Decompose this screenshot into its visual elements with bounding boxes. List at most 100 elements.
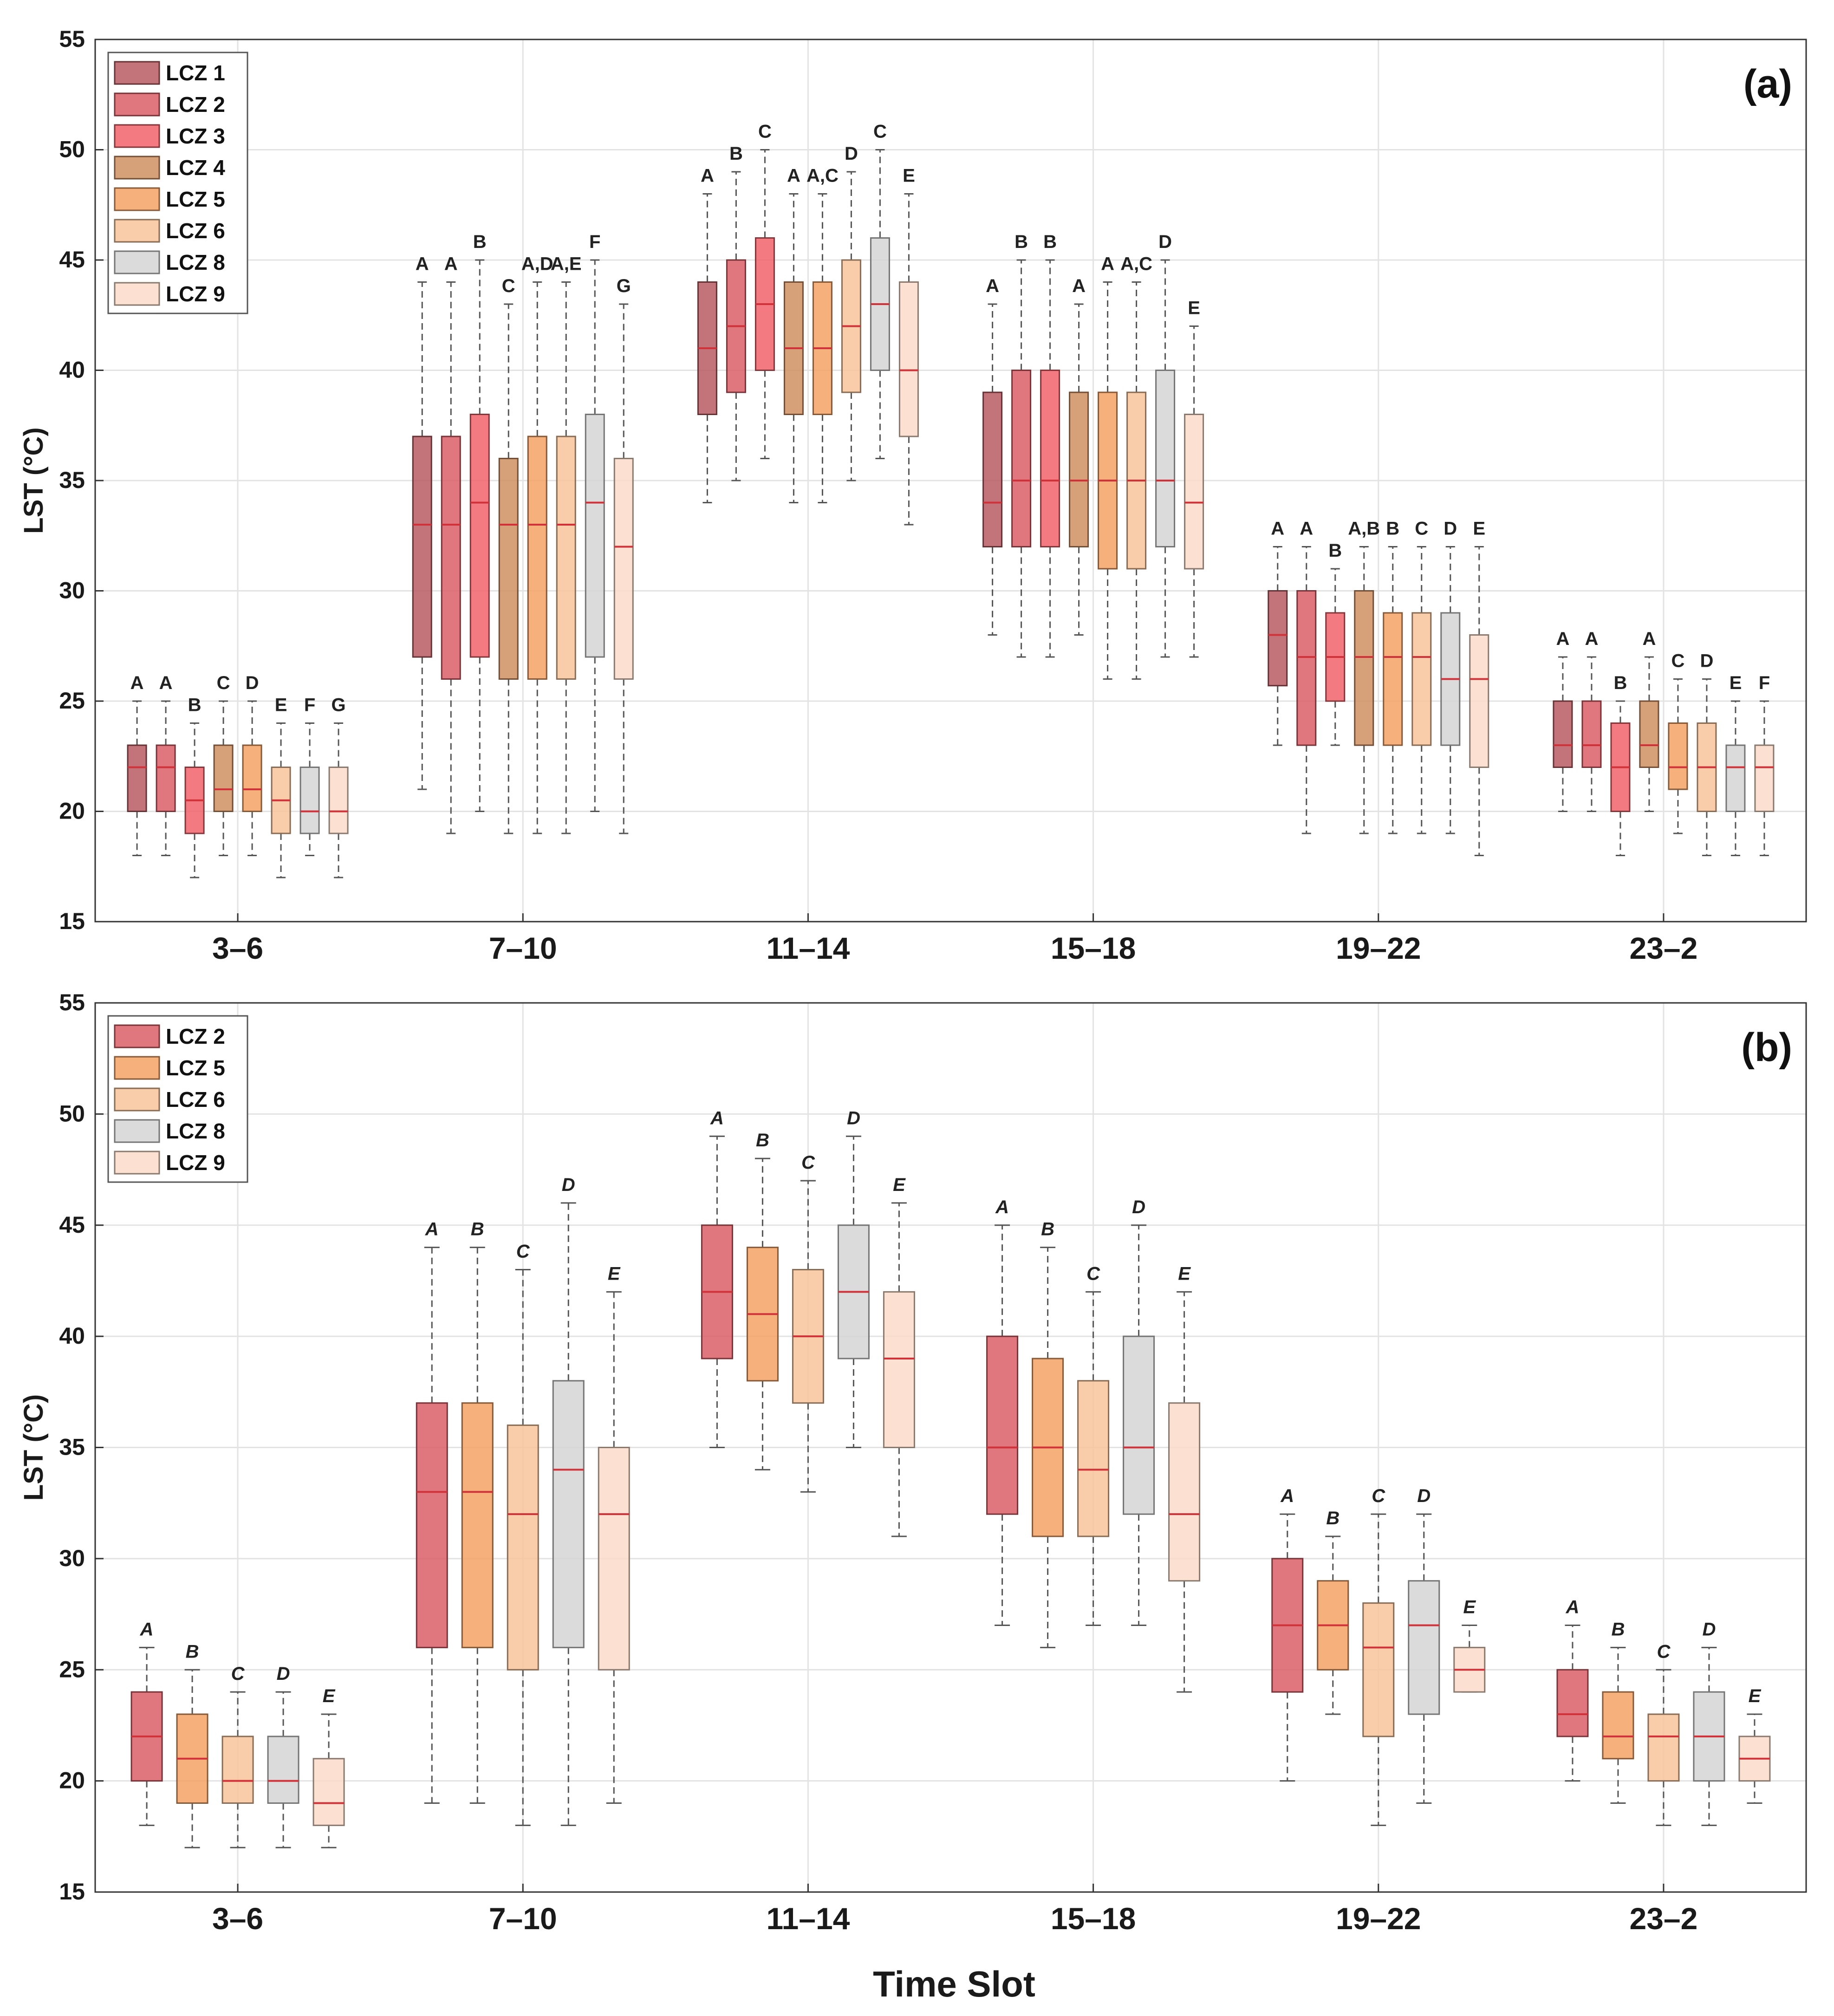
box-lcz-5 [242, 744, 262, 812]
significance-letter: A [710, 1108, 724, 1128]
significance-letter: C [1415, 519, 1428, 539]
significance-letter: C [801, 1152, 815, 1173]
legend-swatch [114, 92, 160, 117]
x-tick-label: 11–14 [766, 931, 850, 965]
panel-label: (b) [1741, 1025, 1792, 1070]
y-tick-label: 40 [59, 1323, 85, 1349]
x-axis-title: Time Slot [873, 1964, 1035, 2004]
x-tick-label: 3–6 [212, 931, 263, 965]
significance-letter: F [1759, 673, 1770, 693]
legend-entry-label: LCZ 9 [166, 1151, 225, 1175]
legend-swatch [114, 1151, 160, 1175]
box-lcz-9 [1469, 634, 1489, 768]
legend-entry-label: LCZ 6 [166, 1087, 225, 1112]
significance-letter: C [1372, 1486, 1385, 1506]
box-lcz-4 [498, 458, 519, 680]
significance-letter: B [473, 232, 487, 252]
legend-entry-label: LCZ 1 [166, 61, 225, 85]
x-tick-label: 3–6 [212, 1901, 263, 1936]
significance-letter: A [140, 1619, 154, 1639]
significance-letter: B [1015, 232, 1028, 252]
legend-entry-label: LCZ 9 [166, 282, 225, 306]
box-lcz-9 [1184, 414, 1204, 570]
y-tick-label: 45 [59, 1212, 85, 1238]
box-lcz-5 [461, 1402, 494, 1648]
legend-swatch [114, 250, 160, 274]
significance-letter: F [589, 232, 600, 252]
significance-letter: D [277, 1664, 290, 1684]
legend-swatch [114, 1056, 160, 1080]
legend-entry-label: LCZ 8 [166, 1119, 225, 1143]
significance-letter: A [995, 1197, 1009, 1217]
significance-letter: A [986, 276, 999, 296]
significance-letter: E [608, 1263, 621, 1284]
box-lcz-9 [312, 1758, 345, 1826]
box-lcz-9 [598, 1447, 630, 1671]
significance-letter: A [130, 673, 144, 693]
significance-letter: A [1642, 629, 1656, 649]
significance-letter: B [188, 695, 202, 715]
box-lcz-8 [1408, 1580, 1440, 1715]
significance-letter: E [323, 1686, 336, 1706]
significance-letter: A,B [1348, 519, 1380, 539]
significance-letter: A [1271, 519, 1284, 539]
box-lcz-2 [441, 436, 461, 680]
x-tick-label: 11–14 [766, 1901, 850, 1936]
significance-letter: E [1730, 673, 1742, 693]
legend-swatch [114, 219, 160, 243]
significance-letter: D [246, 673, 259, 693]
significance-letter: D [1417, 1486, 1431, 1506]
box-lcz-2 [156, 744, 176, 812]
significance-letter: B [1043, 232, 1057, 252]
box-lcz-5 [1602, 1691, 1634, 1760]
box-lcz-6 [1077, 1380, 1110, 1537]
significance-letter: A [1565, 1597, 1579, 1618]
significance-letter: E [903, 166, 915, 186]
y-axis-title: LST (°C) [19, 1394, 49, 1501]
y-tick-label: 25 [59, 1656, 85, 1682]
y-tick-label: 25 [59, 688, 85, 714]
significance-letter: B [729, 143, 743, 164]
y-tick-label: 30 [59, 1545, 85, 1571]
box-lcz-2 [416, 1402, 448, 1648]
significance-letter: A [1556, 629, 1569, 649]
box-lcz-8 [585, 414, 605, 658]
panel-label: (a) [1743, 62, 1792, 106]
significance-letter: C [1086, 1263, 1100, 1284]
significance-letter: C [516, 1242, 530, 1262]
significance-letter: B [1041, 1219, 1054, 1240]
box-lcz-2 [986, 1335, 1019, 1515]
significance-letter: E [1178, 1263, 1191, 1284]
significance-letter: E [893, 1175, 906, 1195]
box-lcz-3 [469, 414, 490, 658]
legend-swatch [114, 61, 160, 85]
legend-swatch [114, 156, 160, 180]
box-lcz-2 [1011, 370, 1032, 547]
box-lcz-9 [883, 1291, 915, 1448]
significance-letter: E [1473, 519, 1485, 539]
significance-letter: D [1158, 232, 1172, 252]
significance-letter: A [1280, 1486, 1294, 1506]
significance-letter: A [444, 254, 458, 274]
y-tick-label: 50 [59, 137, 85, 163]
box-lcz-9 [1754, 744, 1775, 812]
significance-letter: A [701, 166, 714, 186]
box-lcz-5 [1668, 722, 1688, 790]
significance-letter: A,D [521, 254, 553, 274]
significance-letter: G [617, 276, 631, 296]
legend-entry-label: LCZ 4 [166, 156, 225, 180]
legend-entry-label: LCZ 2 [166, 92, 225, 117]
box-lcz-8 [267, 1736, 299, 1804]
x-tick-label: 23–2 [1630, 931, 1698, 965]
legend-entry-label: LCZ 5 [166, 1056, 225, 1080]
y-tick-label: 40 [59, 357, 85, 383]
significance-letter: G [332, 695, 346, 715]
box-lcz-8 [552, 1380, 585, 1648]
box-lcz-8 [299, 767, 320, 834]
box-lcz-6 [507, 1424, 539, 1671]
y-axis-title: LST (°C) [19, 427, 49, 533]
box-lcz-6 [1411, 612, 1432, 746]
x-tick-label: 7–10 [489, 1901, 557, 1936]
box-lcz-1 [982, 391, 1003, 547]
x-tick-label: 7–10 [489, 931, 557, 965]
